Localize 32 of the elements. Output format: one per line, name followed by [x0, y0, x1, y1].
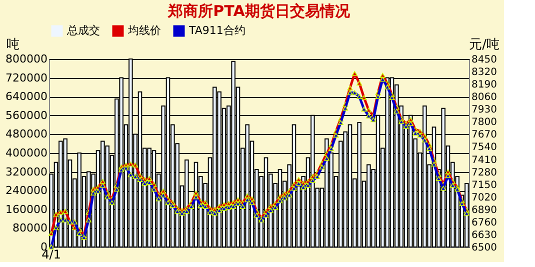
- legend-label: 总成交: [66, 24, 100, 37]
- y2-tick-label: 8060: [472, 92, 497, 104]
- y-tick-label: 80000: [12, 222, 48, 235]
- y-tick-label: 800000: [6, 52, 48, 66]
- y2-tick-label: 7670: [472, 130, 497, 141]
- legend-label: TA911合约: [188, 24, 246, 37]
- y-tick-label: 720000: [6, 71, 48, 84]
- y-tick-label: 480000: [6, 128, 48, 141]
- y-tick-label: 640000: [6, 90, 48, 104]
- y2-tick-label: 6500: [472, 242, 497, 254]
- y-tick-label: 160000: [6, 202, 48, 216]
- y2-tick-label: 7280: [472, 167, 497, 178]
- legend-label: 均线价: [127, 24, 161, 37]
- y2-axis-title: 元/吨: [469, 38, 500, 52]
- y2-tick-label: 8190: [472, 80, 497, 91]
- y2-tick-label: 7020: [472, 192, 497, 204]
- y-tick-label: 400000: [6, 146, 48, 160]
- y2-tick-label: 8320: [472, 67, 497, 78]
- y2-tick-label: 7930: [472, 104, 497, 116]
- y2-tick-label: 6630: [472, 230, 497, 241]
- y-tick-label: 240000: [6, 184, 48, 198]
- y-axis-title: 吨: [6, 38, 20, 52]
- y2-tick-label: 7410: [472, 154, 497, 166]
- y2-tick-label: 8450: [472, 54, 497, 66]
- chart-title: 郑商所PTA期货日交易情况: [167, 2, 351, 20]
- y2-tick-label: 7800: [472, 117, 497, 128]
- y-tick-label: 560000: [6, 108, 48, 122]
- y2-tick-label: 7540: [472, 142, 497, 154]
- y2-tick-label: 6890: [472, 204, 497, 216]
- y2-tick-label: 6760: [472, 217, 497, 228]
- y-tick-label: 320000: [6, 165, 48, 178]
- y2-tick-label: 7150: [472, 180, 497, 191]
